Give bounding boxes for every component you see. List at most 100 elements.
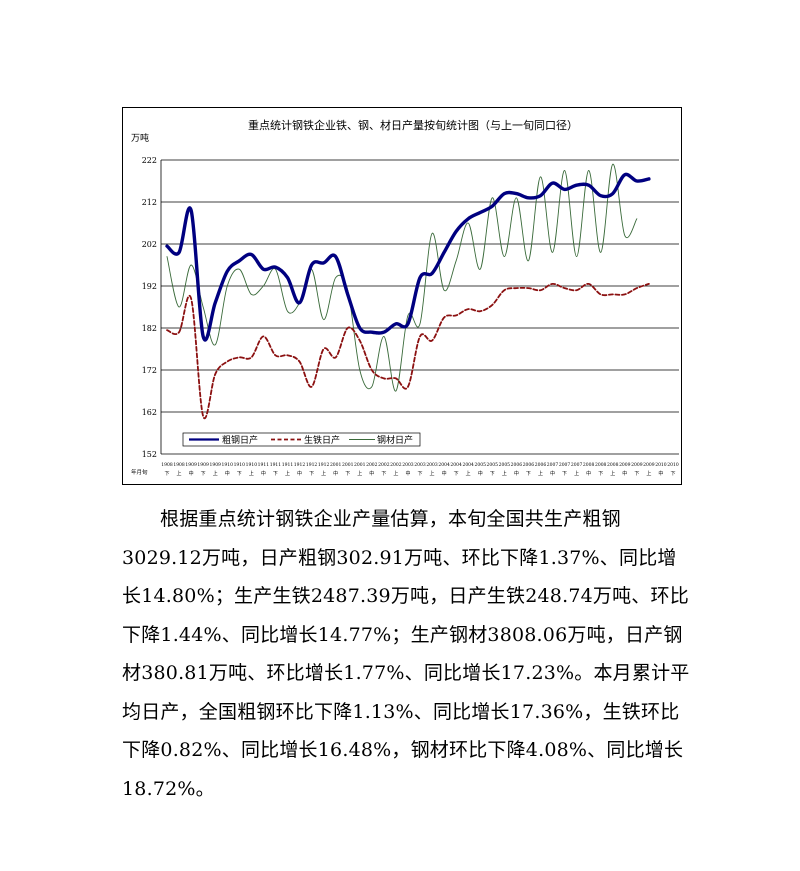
x-tick-label-period: 下	[273, 471, 278, 477]
x-tick-label-month: 2009	[631, 462, 643, 468]
x-tick-label-period: 中	[333, 470, 338, 477]
x-tick-label-period: 上	[538, 470, 543, 477]
legend: 粗钢日产 生铁日产 钢材日产	[182, 432, 421, 447]
grid-lines	[160, 159, 679, 455]
x-tick-label-month: 2006	[511, 462, 523, 468]
x-tick-label-month: 2005	[499, 462, 511, 468]
x-tick-label-period: 上	[574, 470, 579, 477]
x-tick-label-period: 下	[490, 471, 495, 477]
x-tick-label-period: 下	[237, 471, 242, 477]
x-tick-label-month: 2005	[475, 462, 487, 468]
x-tick-label-month: 2004	[450, 462, 462, 468]
x-tick-label-month: 2004	[438, 462, 450, 468]
x-tick-label-month: 2009	[643, 462, 655, 468]
x-tick-label-month: 1911	[270, 462, 282, 468]
x-tick-label-month: 2003	[426, 462, 438, 468]
x-tick-label-period: 上	[466, 470, 471, 477]
x-tick-label-period: 上	[393, 470, 398, 477]
x-axis-unit: 年月旬	[131, 468, 148, 476]
y-tick-label: 202	[142, 240, 157, 249]
y-tick-label: 162	[142, 408, 157, 417]
x-tick-label-period: 上	[502, 470, 507, 477]
x-tick-label-month: 2001	[330, 462, 342, 468]
y-tick-labels: 222 212 202 192 182 172 162 152	[142, 156, 157, 459]
x-tick-label-period: 上	[285, 470, 290, 477]
x-tick-label-period: 中	[658, 470, 663, 477]
x-tick-label-month: 2001	[354, 462, 366, 468]
x-tick-label-month: 1910	[222, 462, 234, 468]
x-tick-label-month: 1912	[318, 462, 330, 468]
x-tick-label-month: 2006	[523, 462, 535, 468]
x-tick-label-month: 2004	[462, 462, 474, 468]
x-tick-label-month: 2007	[559, 462, 571, 468]
x-tick-label-period: 中	[297, 470, 302, 477]
x-tick-label-period: 中	[622, 470, 627, 477]
legend-box	[182, 432, 421, 447]
x-tick-label-period: 下	[165, 471, 170, 477]
x-tick-label-month: 2006	[535, 462, 547, 468]
x-tick-label-month: 2001	[342, 462, 354, 468]
x-tick-label-month: 1909	[197, 462, 209, 468]
x-tick-label-period: 上	[430, 470, 435, 477]
x-tick-label-month: 2002	[390, 462, 402, 468]
y-tick-label: 192	[142, 282, 157, 291]
x-tick-label-period: 下	[454, 471, 459, 477]
x-tick-label-period: 上	[321, 470, 326, 477]
x-tick-labels: 1908下1908上1909中1909下1909上1910中1910下1910上…	[161, 462, 679, 477]
legend-label-crude-steel: 粗钢日产	[222, 434, 258, 446]
legend-label-pig-iron: 生铁日产	[304, 434, 340, 446]
series-line-crude-steel	[165, 172, 651, 342]
y-tick-label: 172	[142, 366, 157, 375]
x-tick-label-month: 1912	[294, 462, 306, 468]
x-tick-label-period: 下	[381, 471, 386, 477]
legend-label-steel-products: 钢材日产	[377, 434, 413, 446]
x-tick-label-month: 2010	[667, 462, 679, 468]
x-tick-label-month: 1911	[258, 462, 270, 468]
report-text: 根据重点统计钢铁企业产量估算，本旬全国共生产粗钢3029.12万吨，日产粗钢30…	[122, 500, 692, 808]
x-tick-label-period: 中	[225, 470, 230, 477]
y-tick-label: 152	[142, 450, 157, 459]
x-tick-label-period: 上	[357, 470, 362, 477]
x-tick-label-period: 下	[345, 471, 350, 477]
x-tick-label-period: 上	[249, 470, 254, 477]
x-tick-label-period: 中	[442, 470, 447, 477]
series-line-steel-products	[166, 163, 638, 392]
chart-title: 重点统计钢铁企业铁、钢、材日产量按旬统计图（与上一旬同口径）	[248, 118, 578, 132]
x-tick-label-period: 中	[478, 470, 483, 477]
x-tick-label-month: 2009	[619, 462, 631, 468]
x-tick-label-month: 2005	[487, 462, 499, 468]
x-tick-label-period: 下	[670, 471, 675, 477]
x-tick-label-period: 下	[598, 471, 603, 477]
x-tick-label-period: 中	[189, 470, 194, 477]
x-tick-label-month: 2003	[402, 462, 414, 468]
x-tick-label-month: 1910	[234, 462, 246, 468]
x-tick-label-period: 下	[309, 471, 314, 477]
x-tick-label-month: 2007	[547, 462, 559, 468]
x-tick-label-period: 中	[514, 470, 519, 477]
x-tick-label-month: 1908	[161, 462, 173, 468]
x-tick-label-period: 下	[562, 471, 567, 477]
production-line-chart: 重点统计钢铁企业铁、钢、材日产量按旬统计图（与上一旬同口径） 万吨 年月旬 22…	[131, 118, 679, 477]
x-tick-label-period: 上	[646, 470, 651, 477]
x-tick-label-month: 1912	[306, 462, 318, 468]
y-tick-label: 182	[142, 324, 157, 333]
x-tick-label-period: 下	[634, 471, 639, 477]
x-tick-label-period: 中	[550, 470, 555, 477]
x-tick-label-month: 2002	[366, 462, 378, 468]
x-tick-label-month: 1909	[185, 462, 197, 468]
x-tick-label-month: 2008	[607, 462, 619, 468]
x-tick-label-period: 上	[610, 470, 615, 477]
x-tick-label-period: 下	[417, 471, 422, 477]
x-tick-label-period: 中	[369, 470, 374, 477]
x-tick-label-month: 2010	[655, 462, 667, 468]
x-tick-label-month: 2003	[414, 462, 426, 468]
x-tick-label-month: 1908	[173, 462, 185, 468]
x-tick-label-period: 上	[213, 470, 218, 477]
x-tick-label-month: 2002	[378, 462, 390, 468]
series-line-pig-iron	[166, 282, 650, 420]
x-tick-label-month: 2007	[571, 462, 583, 468]
x-tick-label-period: 中	[586, 470, 591, 477]
x-tick-label-month: 2008	[583, 462, 595, 468]
x-tick-label-period: 中	[405, 470, 410, 477]
x-tick-label-month: 1910	[246, 462, 258, 468]
